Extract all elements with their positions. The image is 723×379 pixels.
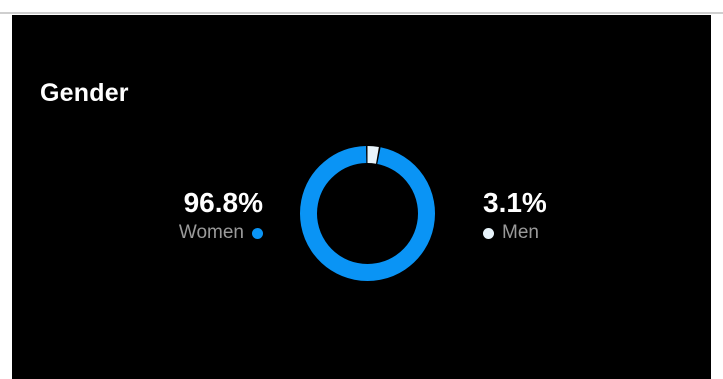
men-legend: Men: [483, 221, 547, 245]
men-percent: 3.1%: [483, 187, 547, 218]
women-legend: Women: [179, 221, 263, 245]
women-stat: 96.8% Women: [179, 187, 263, 245]
donut-slice-women: [300, 146, 435, 281]
gender-card: Gender 96.8% Women 3.1% Men: [12, 15, 711, 379]
men-stat: 3.1% Men: [483, 187, 547, 245]
men-legend-dot: [483, 227, 494, 239]
gender-donut-chart: [300, 146, 435, 281]
donut-slice-men: [300, 146, 435, 281]
women-legend-dot: [252, 227, 263, 239]
men-label: Men: [502, 222, 539, 243]
card-title: Gender: [40, 79, 129, 107]
women-label: Women: [178, 222, 244, 243]
top-divider: [0, 12, 723, 14]
women-percent: 96.8%: [183, 187, 263, 218]
